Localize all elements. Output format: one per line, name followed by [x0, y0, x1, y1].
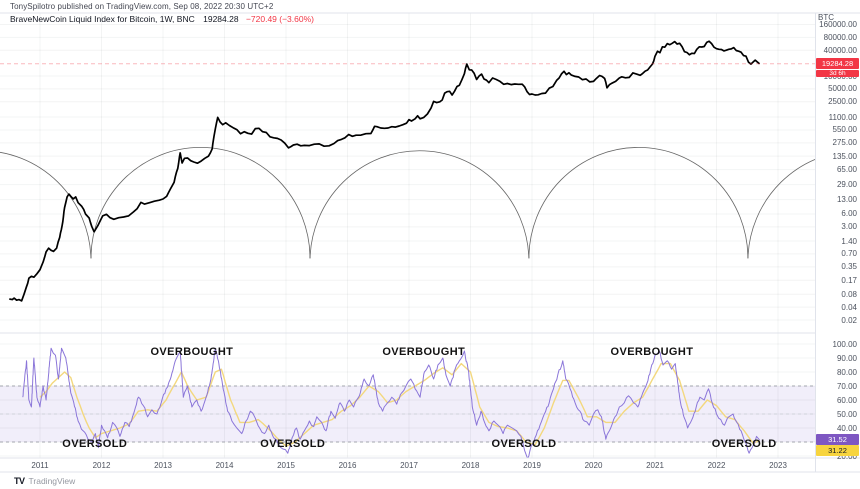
price-axis-label: 3.00: [841, 222, 857, 232]
time-axis-label: 2021: [646, 461, 664, 470]
price-axis-label: 0.17: [841, 275, 857, 285]
tradingview-logo-text: TradingView: [28, 476, 76, 486]
price-axis-label: 29.00: [836, 180, 857, 190]
bar-countdown-badge: 3d 6h: [816, 70, 859, 78]
tradingview-logo[interactable]: TV TradingView: [14, 476, 75, 486]
rsi-value-badge: 31.52: [816, 433, 859, 445]
cycle-arcs: [0, 147, 815, 259]
price-axis-label: 135.00: [832, 151, 857, 161]
time-axis-label: 2014: [215, 461, 234, 470]
indicator-axis-label: 60.00: [836, 395, 857, 405]
oversold-label: OVERSOLD: [711, 438, 777, 451]
symbol-last-value: 19284.28: [203, 14, 239, 24]
symbol-info-row[interactable]: BraveNewCoin Liquid Index for Bitcoin, 1…: [10, 14, 314, 24]
price-axis-label: 13.00: [836, 195, 857, 205]
grid-lines: [0, 13, 815, 458]
time-axis-label: 2022: [707, 461, 726, 470]
price-axis-label: 550.00: [832, 125, 857, 135]
price-series-line: [9, 40, 761, 302]
price-axis-label: 65.00: [836, 165, 857, 175]
price-axis-label: 80000.00: [823, 32, 857, 42]
price-axis-label: 275.00: [832, 138, 857, 148]
rsi-guide-lines: [0, 385, 815, 443]
time-axis-label: 2011: [31, 461, 49, 470]
indicator-axis-label: 20.00: [836, 451, 857, 461]
oversold-label: OVERSOLD: [62, 438, 128, 451]
price-axis-label: 1.40: [841, 236, 857, 246]
symbol-change: −720.49 (−3.60%): [245, 14, 314, 24]
price-axis-label: 6.00: [841, 209, 857, 219]
tradingview-logo-icon: TV: [14, 476, 25, 486]
time-axis-label: 2012: [92, 461, 111, 470]
price-axis-label: 0.70: [841, 249, 857, 259]
price-axis-label: 0.35: [841, 262, 857, 272]
time-axis-label: 2020: [584, 461, 603, 470]
price-axis-label: 0.02: [841, 315, 857, 325]
time-axis-label: 2015: [277, 461, 295, 470]
indicator-axis-label: 80.00: [836, 367, 857, 377]
pane-borders: [0, 12, 860, 473]
overbought-label: OVERBOUGHT: [382, 346, 466, 359]
price-axis-label: 5000.00: [828, 84, 857, 94]
time-axis-label: 2019: [523, 461, 541, 470]
overbought-label: OVERBOUGHT: [610, 346, 694, 359]
indicator-axis-label: 70.00: [836, 381, 857, 391]
price-axis-label: 0.04: [841, 302, 857, 312]
rsi-ma-value-badge: 31.22: [816, 444, 859, 456]
oversold-label: OVERSOLD: [260, 438, 326, 451]
indicator-axis-label: 50.00: [836, 409, 857, 419]
time-axis-label: 2018: [461, 461, 480, 470]
indicator-axis-label: 90.00: [836, 353, 857, 363]
publisher-note: TonySpilotro published on TradingView.co…: [10, 2, 274, 11]
time-axis-label: 2016: [338, 461, 357, 470]
price-axis-label: 160000.00: [819, 19, 857, 29]
indicator-axis-label: 40.00: [836, 423, 857, 433]
price-axis-label: 40000.00: [823, 45, 857, 55]
indicator-axis-label: 100.00: [832, 339, 857, 349]
time-axis-label: 2013: [154, 461, 172, 470]
rsi-series-lines: [22, 347, 760, 458]
price-axis-label: 0.08: [841, 289, 857, 299]
time-axis-label: 2023: [769, 461, 787, 470]
oversold-label: OVERSOLD: [491, 438, 557, 451]
overbought-label: OVERBOUGHT: [150, 346, 234, 359]
price-axis-label: 2500.00: [828, 97, 857, 107]
last-price-badge: 19284.28: [816, 58, 859, 70]
price-axis-label: 1100.00: [828, 112, 857, 122]
price-scale-unit: BTC: [818, 13, 834, 22]
time-axis-label: 2017: [400, 461, 418, 470]
symbol-title: BraveNewCoin Liquid Index for Bitcoin, 1…: [10, 14, 195, 24]
